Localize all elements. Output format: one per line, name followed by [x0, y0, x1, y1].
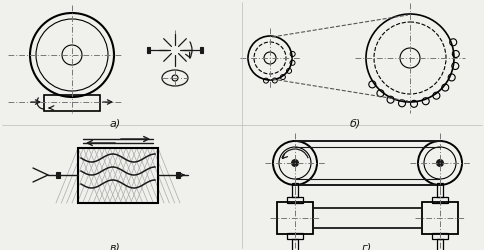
Bar — [422, 202, 458, 234]
Bar — [78, 148, 158, 203]
Bar — [432, 233, 448, 239]
Bar — [44, 95, 100, 111]
Bar — [176, 172, 180, 178]
Bar — [292, 239, 298, 250]
Bar — [287, 233, 303, 239]
Bar — [277, 202, 313, 234]
Text: а): а) — [109, 118, 121, 128]
Bar — [56, 172, 60, 178]
Text: б): б) — [349, 118, 361, 128]
Text: в): в) — [109, 242, 121, 250]
Bar — [437, 239, 443, 250]
Bar — [292, 183, 298, 197]
Bar — [287, 197, 303, 203]
Bar — [200, 47, 203, 53]
Bar — [147, 47, 150, 53]
Circle shape — [291, 159, 299, 167]
Circle shape — [436, 159, 444, 167]
Text: г): г) — [362, 242, 372, 250]
Bar — [437, 183, 443, 197]
Bar — [432, 197, 448, 203]
